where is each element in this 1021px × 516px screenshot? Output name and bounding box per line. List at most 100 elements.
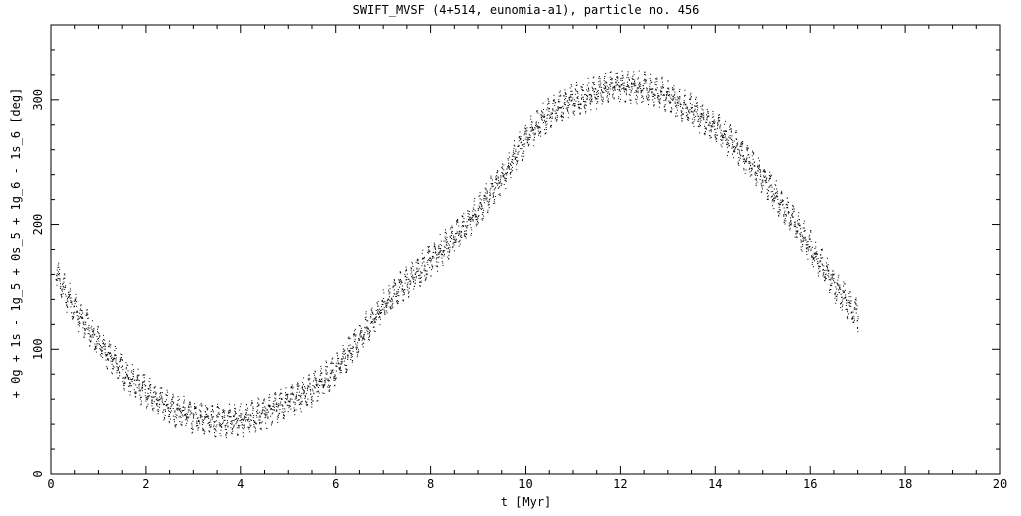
data-point [138,387,140,389]
data-point [479,198,481,200]
data-point [738,159,740,161]
data-point [451,227,453,229]
data-point [482,217,484,219]
data-point [745,161,747,163]
data-point [570,94,572,96]
data-point [305,403,307,405]
data-point [219,423,221,425]
data-point [477,208,479,210]
data-point [626,81,628,83]
data-point [667,94,669,96]
data-point [652,95,654,97]
data-point [303,377,305,379]
data-point [225,424,227,426]
data-point [58,266,60,268]
data-point [122,377,124,379]
data-point [273,409,275,411]
data-point [141,386,143,388]
data-point [609,88,611,90]
data-point [458,241,460,243]
data-point [529,134,531,136]
data-point [422,249,424,251]
data-point [600,92,602,94]
data-point [606,89,608,91]
data-point [194,407,196,409]
data-point [214,432,216,434]
data-point [772,193,774,195]
data-point [718,114,720,116]
data-point [285,402,287,404]
data-point [855,303,857,305]
data-point [264,413,266,415]
data-point [130,371,132,373]
data-point [84,333,86,335]
data-point [827,275,829,276]
data-point [650,79,652,81]
data-point [283,415,285,417]
data-point [82,321,84,323]
data-point [752,163,754,165]
data-point [356,347,358,349]
data-point [485,192,487,194]
data-point [626,74,628,76]
data-point [396,301,398,303]
data-point [157,410,159,412]
data-point [254,427,256,429]
data-point [120,358,122,360]
data-point [338,367,340,369]
data-point [279,397,281,399]
data-point [486,190,488,192]
data-point [815,252,817,254]
data-point [123,388,125,390]
data-point [540,115,542,117]
data-point [198,409,200,411]
data-point [786,197,788,199]
data-point [262,402,264,404]
data-point [717,122,719,124]
data-point [231,433,233,435]
data-point [526,127,528,129]
data-point [776,188,778,190]
data-point [360,327,362,329]
data-point [726,144,728,146]
data-point [385,303,387,305]
data-point [184,414,186,416]
data-point [687,117,689,119]
data-point [85,328,87,330]
data-point [102,342,104,344]
data-point [767,198,769,200]
data-point [135,384,137,386]
data-point [669,101,671,103]
data-point [211,418,213,420]
data-point [569,99,571,101]
data-point [481,199,483,201]
data-point [183,395,185,397]
data-point [399,271,401,273]
data-point [198,420,200,422]
data-point [201,404,203,406]
data-point [260,416,262,418]
data-point [508,166,510,167]
data-point [678,90,680,92]
data-point [168,422,170,424]
data-point [72,318,74,320]
data-point [367,327,369,329]
data-point [209,424,211,426]
data-point [404,289,406,291]
data-point [242,432,244,434]
data-point [343,357,345,359]
data-point [658,106,660,108]
data-point [376,312,378,314]
data-point [117,367,119,369]
data-point [443,255,445,257]
data-point [406,279,408,281]
data-point [721,137,723,139]
data-point [361,330,363,332]
data-point [363,338,365,340]
data-point [471,229,473,231]
data-point [678,97,680,99]
data-point [738,156,740,158]
data-point [418,268,420,270]
data-point [606,85,608,87]
data-point [729,124,731,126]
